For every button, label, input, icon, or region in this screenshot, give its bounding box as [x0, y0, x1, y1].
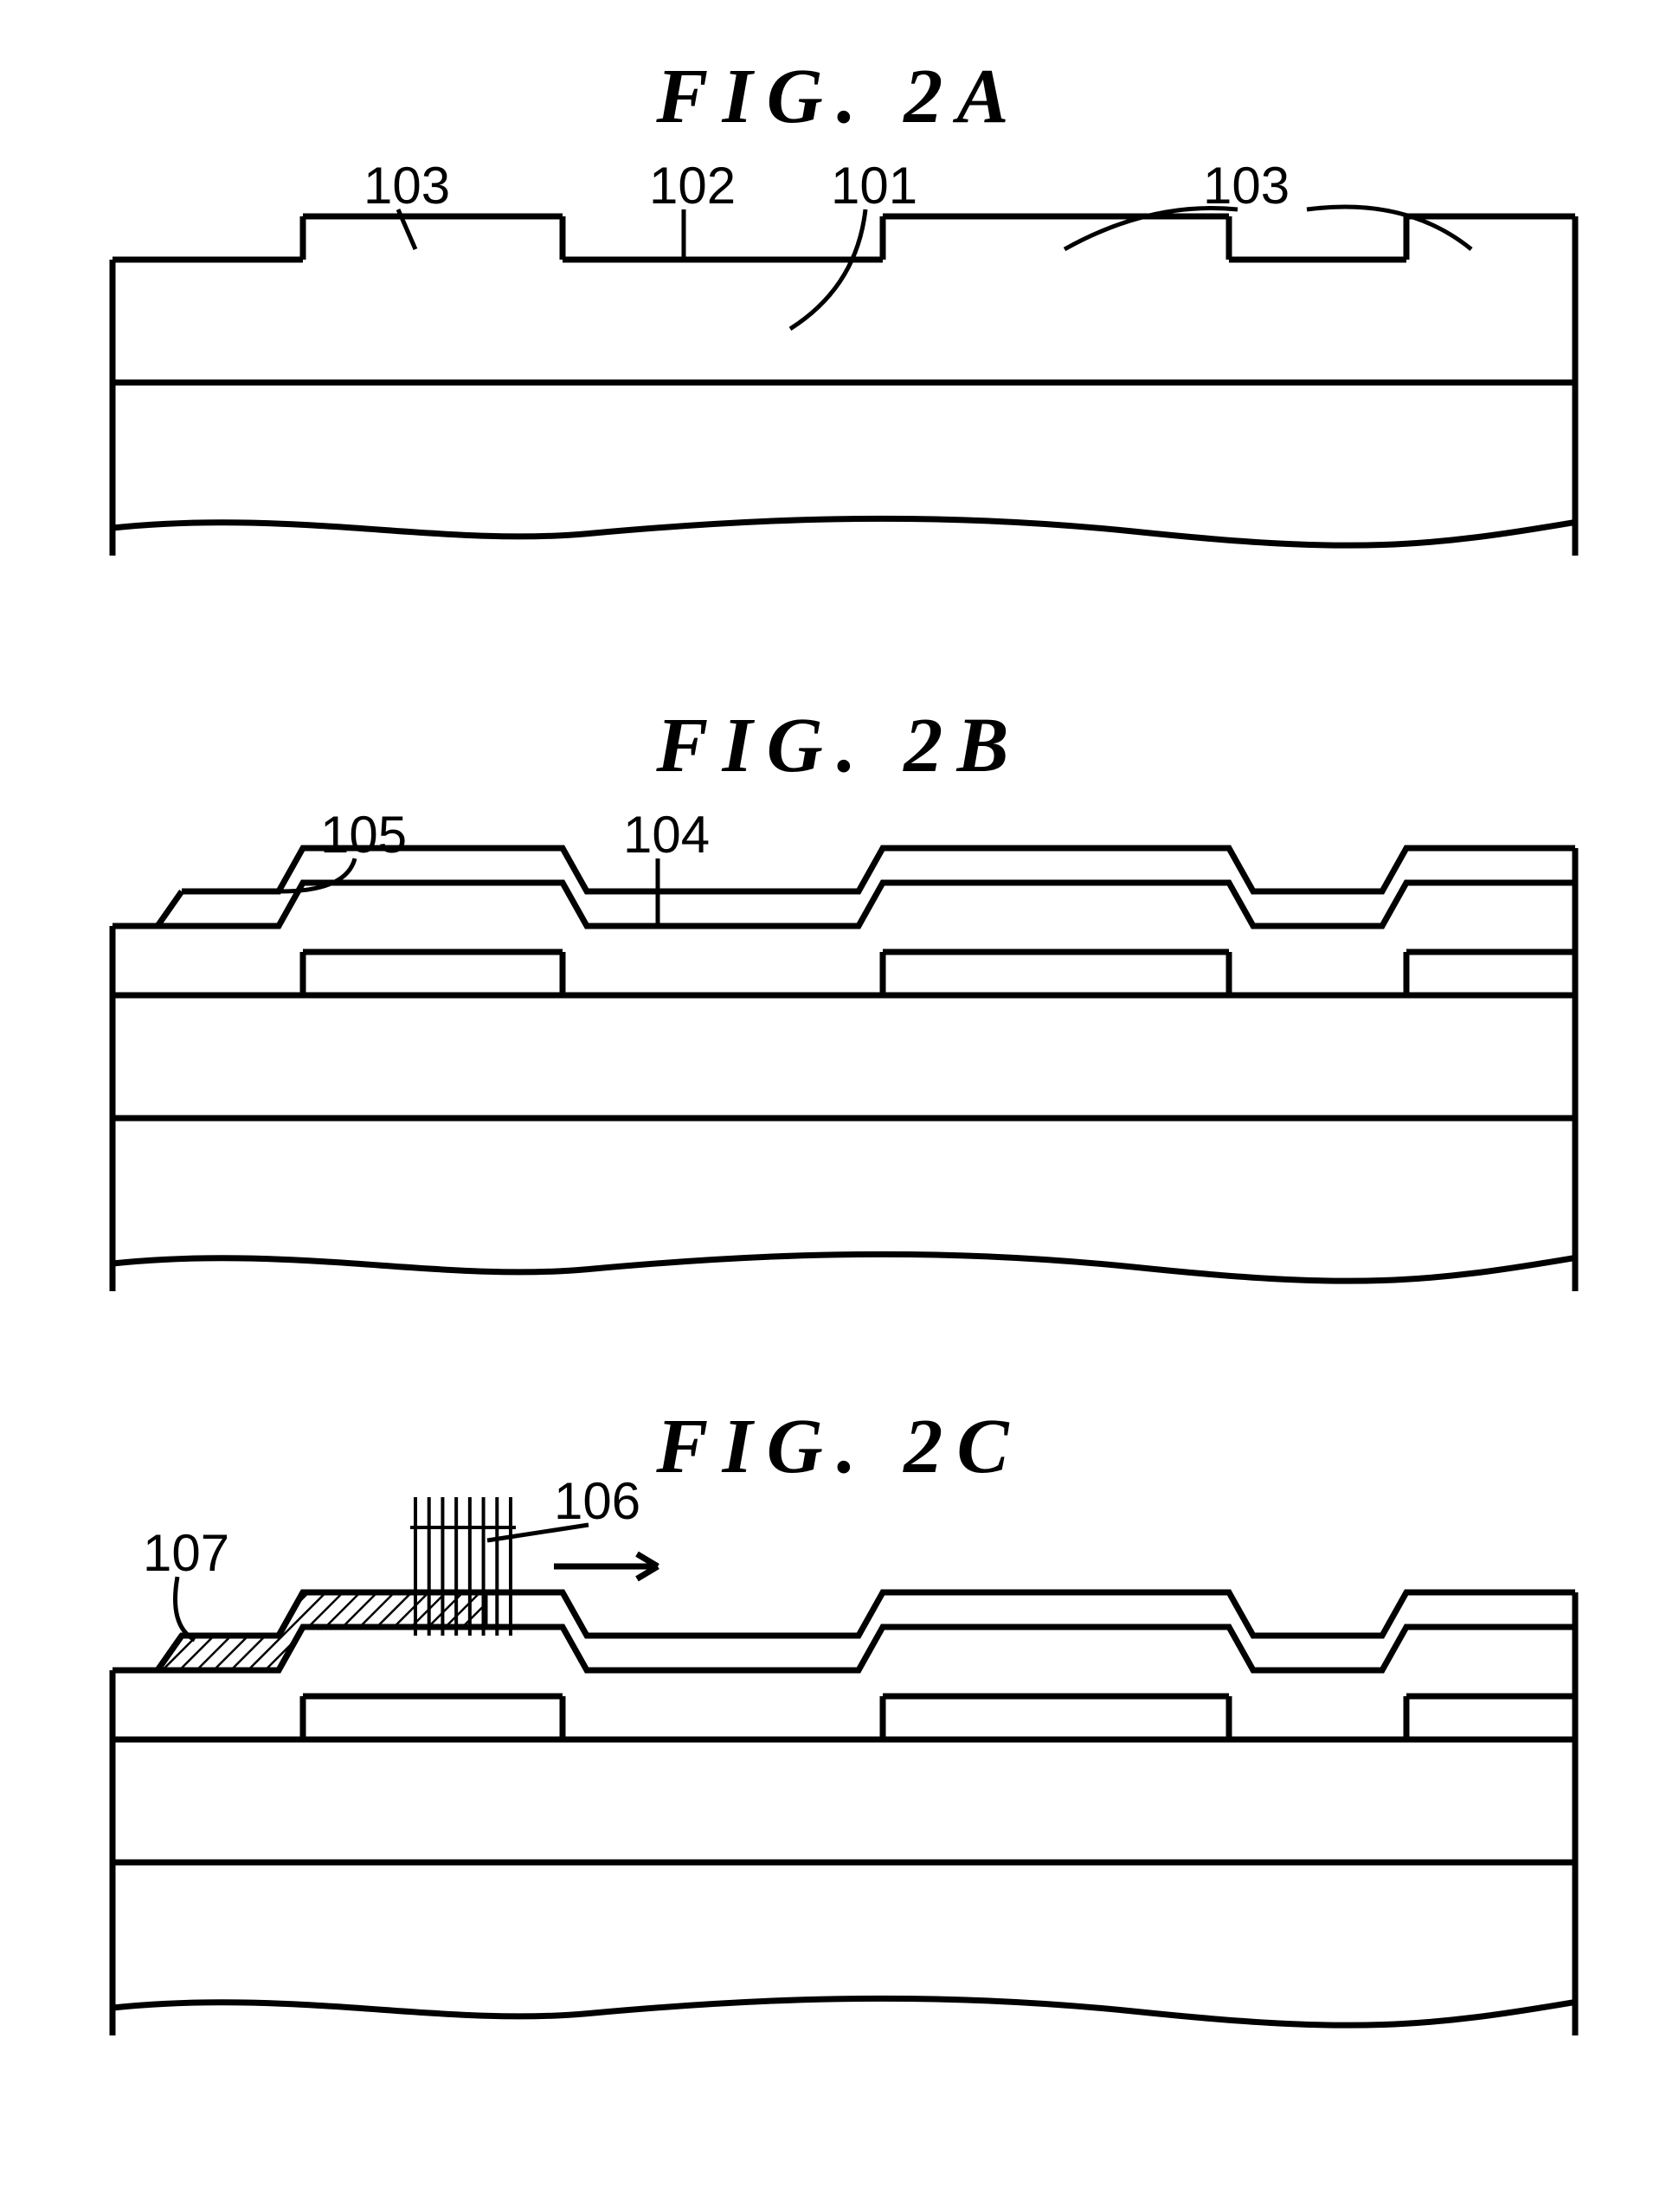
fig-c-diagram: 107 106: [0, 1471, 1679, 2042]
ref-label-104: 104: [623, 806, 710, 864]
leader: [790, 209, 865, 329]
fig-a-title: FIG. 2A: [0, 52, 1679, 141]
leader: [176, 1577, 196, 1640]
ref-label-101: 101: [831, 157, 917, 215]
ref-label-107: 107: [143, 1524, 229, 1582]
fig-b-title: FIG. 2B: [0, 701, 1679, 790]
fig-b-diagram: 105 104: [0, 805, 1679, 1298]
ref-label-102: 102: [649, 157, 736, 215]
leader: [1307, 207, 1471, 249]
ref-label-103: 103: [1203, 157, 1290, 215]
fig-a-diagram: 103 102 101 103: [0, 156, 1679, 606]
page: FIG. 2A 103102101103 FIG. 2B 105104 FIG.…: [0, 0, 1679, 2212]
ref-label-103: 103: [363, 157, 450, 215]
ref-label-105: 105: [320, 806, 407, 864]
ref-label-106: 106: [554, 1472, 640, 1530]
